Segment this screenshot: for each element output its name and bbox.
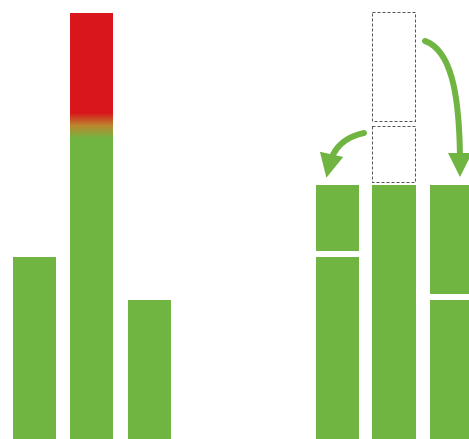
moved-block-outline	[372, 126, 416, 183]
bar	[372, 185, 416, 439]
overloaded-bar	[70, 13, 113, 439]
unbalanced-group	[13, 13, 171, 439]
arrow	[422, 38, 469, 177]
bar	[13, 257, 56, 439]
bar	[128, 300, 171, 439]
bar	[316, 257, 359, 439]
arrow	[319, 130, 367, 178]
moved-block	[430, 185, 469, 294]
moved-block-outline	[372, 12, 416, 122]
bar	[430, 300, 469, 439]
moved-block	[316, 185, 359, 251]
balanced-group	[316, 12, 469, 439]
